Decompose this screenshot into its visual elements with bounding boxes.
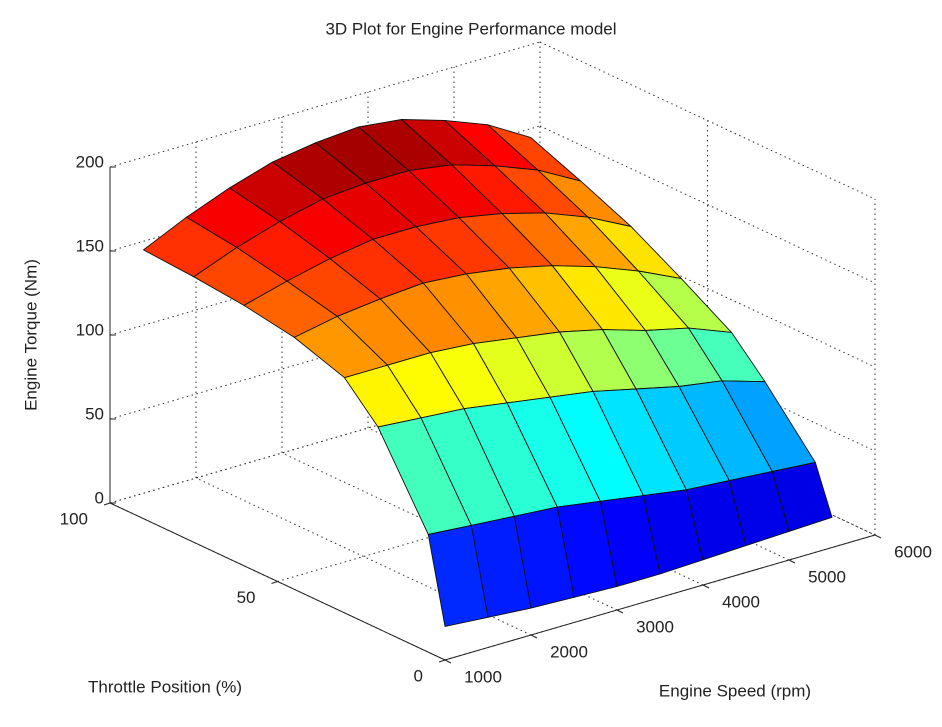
x-tick-label: 2000 (550, 642, 588, 661)
chart-title: 3D Plot for Engine Performance model (325, 19, 616, 38)
x-tick-label: 4000 (722, 592, 760, 611)
surface-patch (427, 524, 489, 627)
x-tick (444, 659, 452, 664)
x-tick (702, 584, 710, 589)
y-tick (103, 502, 111, 506)
x-tick (616, 609, 624, 614)
x-axis (444, 534, 876, 661)
x-tick-label: 5000 (808, 567, 846, 586)
x-tick (874, 534, 882, 539)
z-tick-label: 150 (76, 236, 104, 255)
x-axis-label: Engine Speed (rpm) (659, 681, 811, 700)
x-tick-label: 3000 (636, 617, 674, 636)
x-tick (788, 559, 796, 564)
y-axis-label: Throttle Position (%) (88, 677, 242, 696)
z-tick-label: 50 (85, 404, 104, 423)
x-tick-label: 1000 (464, 667, 502, 686)
z-tick-label: 100 (76, 320, 104, 339)
y-tick-label: 100 (60, 509, 88, 528)
z-axis-label: Engine Torque (Nm) (21, 259, 40, 411)
z-tick-label: 200 (76, 152, 104, 171)
y-tick (438, 659, 446, 663)
y-tick-label: 50 (237, 588, 256, 607)
z-tick-label: 0 (95, 488, 104, 507)
x-tick (530, 634, 538, 639)
y-tick (271, 581, 278, 584)
x-tick-label: 6000 (894, 542, 932, 561)
y-tick-label: 0 (414, 666, 423, 685)
